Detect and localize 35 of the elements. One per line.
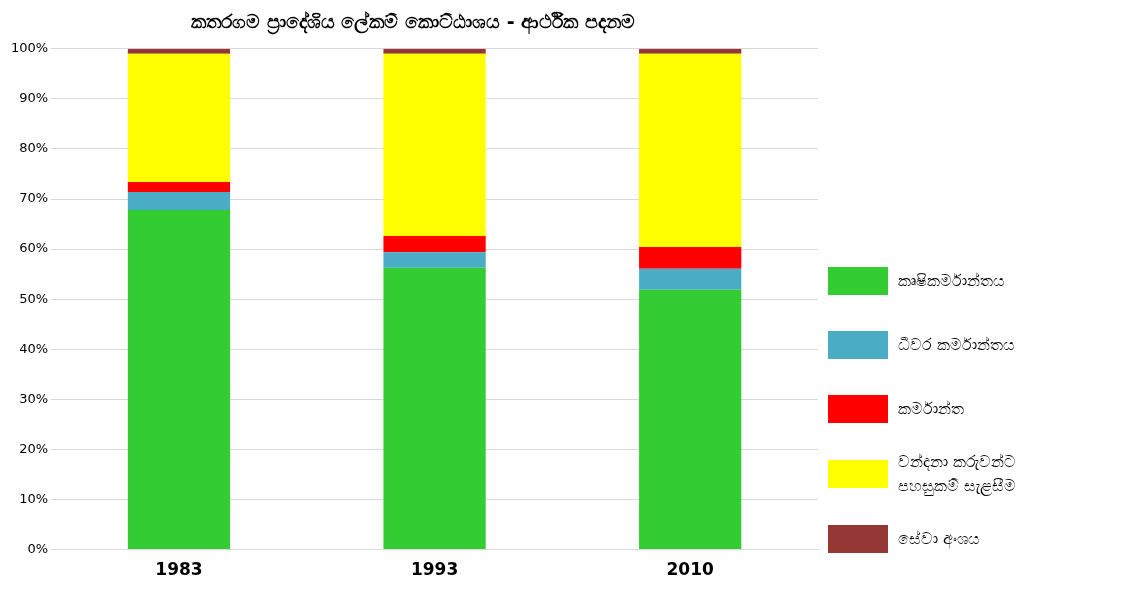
bar — [383, 48, 486, 54]
bar — [639, 247, 742, 269]
y-tick-label: 90% — [19, 90, 49, 106]
bar — [127, 192, 231, 211]
bar — [639, 289, 742, 550]
y-tick-label: 40% — [19, 340, 49, 356]
y-tick-label: 80% — [19, 140, 49, 156]
y-tick-label: 20% — [19, 440, 49, 456]
bar — [639, 268, 742, 290]
bar — [639, 53, 742, 248]
chart-title: කතරගම ප්‍රාදේශිය ලේකම් කොට්ඨාශය - ආර්ථික පදනම — [191, 10, 635, 36]
legend-label: කර්මාන්ත — [898, 398, 964, 420]
bar — [383, 236, 486, 253]
y-tick-label: 70% — [19, 190, 49, 206]
bar — [127, 210, 231, 550]
y-tick-label: 50% — [19, 290, 49, 306]
y-tick-label: 30% — [19, 390, 49, 406]
y-tick-label: 60% — [19, 240, 49, 256]
bar — [127, 53, 231, 183]
bar — [383, 252, 486, 268]
bar — [127, 182, 231, 193]
legend-label: කෘෂිකර්මාන්තය — [898, 270, 1005, 292]
x-tick-label: 1983 — [155, 559, 203, 580]
bar — [639, 48, 742, 54]
x-tick-label: 2010 — [666, 559, 715, 580]
bar — [127, 48, 231, 54]
y-tick-label: 10% — [19, 490, 49, 506]
legend-label: ධීවර කර්මාන්තය — [898, 334, 1016, 356]
x-tick-label: 1993 — [410, 559, 459, 580]
bar — [383, 267, 486, 550]
y-tick-label: 0% — [27, 540, 49, 556]
legend-label: සේවා අංශය — [898, 528, 981, 551]
y-tick-label: 100% — [10, 40, 49, 56]
legend-label: වන්දනා කරුවන්ට පහසුකම් සැළසීම — [898, 451, 1018, 498]
bar — [383, 53, 486, 237]
